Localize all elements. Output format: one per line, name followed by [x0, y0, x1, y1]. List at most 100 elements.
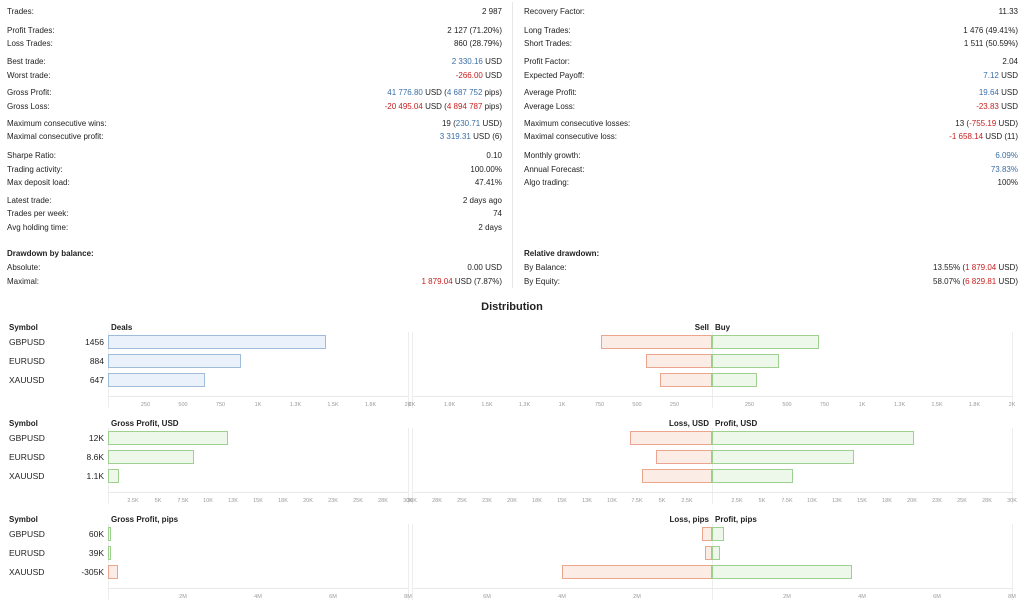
grid-line: [1012, 332, 1013, 408]
row-value-label: 884: [89, 356, 104, 366]
stat-row-expected-payoff: Expected Payoff: 7.12 USD: [524, 70, 1018, 82]
stat-value-part: USD: [998, 71, 1018, 80]
grid-line: [408, 332, 409, 408]
right-chart-header-negative: Loss, pips: [669, 515, 709, 524]
stat-row-avg-holding-time: Avg holding time: 2 days: [7, 222, 502, 234]
stat-value: -20 495.04 USD (4 894 787 pips): [385, 101, 502, 113]
left-bar: [108, 527, 111, 541]
right-axis-tick-positive: 30K: [1007, 498, 1017, 504]
stat-row-long-trades: Long Trades: 1 476 (49.41%): [524, 25, 1018, 37]
stat-value: 860 (28.79%): [453, 39, 502, 48]
stat-value: 1 511 (50.59%): [963, 39, 1018, 48]
left-axis-tick: 250: [140, 402, 151, 408]
right-axis-tick-negative: 2.5K: [681, 498, 693, 504]
stat-value: 47.41%: [474, 178, 502, 187]
right-axis-tick-negative: 18K: [532, 498, 542, 504]
stat-value-part: 1 879.04: [421, 277, 453, 286]
row-symbol: EURUSD: [9, 356, 45, 366]
right-axis-tick-positive: 2M: [783, 594, 791, 600]
distribution-title: Distribution: [481, 301, 543, 313]
stat-value-part: USD (11): [983, 132, 1018, 141]
stat-label: Maximum consecutive wins:: [7, 119, 107, 128]
stat-value-part: USD): [996, 119, 1018, 128]
right-axis-tick-positive: 250: [744, 402, 755, 408]
stats-right-column: Recovery Factor: 11.33 Long Trades: 1 476 (…: [524, 0, 1018, 290]
left-axis-tick: 10K: [203, 498, 213, 504]
stat-value: 73.83%: [991, 164, 1018, 176]
left-bar: [108, 469, 119, 483]
positive-bar: [712, 565, 852, 579]
stat-value-part: USD): [480, 119, 502, 128]
right-chart-header-negative: Loss, USD: [668, 419, 709, 428]
stat-row-recovery-factor: Recovery Factor: 11.33: [524, 6, 1018, 18]
stat-value-part: pips): [482, 88, 502, 97]
negative-bar: [562, 565, 712, 579]
right-axis-tick-negative: 30K: [407, 498, 417, 504]
stat-value-part: -266.00: [455, 71, 483, 80]
stat-value: 41 776.80 USD (4 687 752 pips): [387, 87, 502, 99]
stat-label: Best trade:: [7, 57, 46, 66]
stat-row-maximum-consecutive-losses: Maximum consecutive losses: 13 (-755.19 U…: [524, 118, 1018, 130]
right-axis-tick-negative: 25K: [457, 498, 467, 504]
stat-row-sharpe-ratio: Sharpe Ratio: 0.10: [7, 150, 502, 162]
stat-value-part: USD (6): [470, 132, 502, 141]
left-axis-tick: 30K: [403, 498, 413, 504]
stat-value: 2 127 (71.20%): [447, 26, 502, 35]
right-axis-tick-positive: 20K: [907, 498, 917, 504]
right-axis-tick-positive: 10K: [807, 498, 817, 504]
right-axis-tick-negative: 2K: [408, 402, 416, 408]
stat-value: 6.09%: [995, 150, 1018, 162]
stat-value-part: 6 829.81: [965, 277, 997, 286]
left-axis-tick: 20K: [303, 498, 313, 504]
left-axis-tick: 500: [178, 402, 188, 408]
stat-value: 1 476 (49.41%): [963, 26, 1018, 35]
trading-stats: Trades: 2 987 Profit Trades: 2 127 (71.20%)…: [0, 0, 1024, 290]
right-axis-tick-positive: 1.8K: [968, 402, 981, 408]
right-axis-tick-positive: 7.5K: [781, 498, 793, 504]
row-symbol: GBPUSD: [9, 433, 45, 443]
row-value-label: 60K: [88, 529, 104, 539]
left-axis-tick: 23K: [328, 498, 338, 504]
left-axis-tick: 13K: [228, 498, 238, 504]
positive-bar: [712, 469, 793, 483]
right-axis-tick-positive: 500: [782, 402, 792, 408]
stat-row-trades: Trades: 2 987: [7, 6, 502, 18]
stat-value-part: 41 776.80: [387, 88, 423, 97]
stat-label: Average Loss:: [524, 102, 575, 111]
symbol-header: Symbol: [9, 323, 38, 332]
left-axis-tick: 1.5K: [327, 402, 339, 408]
left-axis-tick: 6M: [329, 594, 337, 600]
stat-row-drawdown-by-balance: Drawdown by balance:: [7, 248, 502, 260]
right-chart-header-positive: Profit, pips: [715, 515, 757, 524]
negative-bar: [630, 431, 712, 445]
right-axis-line: [412, 492, 1012, 493]
stat-value: 1 879.04 USD (7.87%): [422, 276, 503, 288]
stat-label: Gross Loss:: [7, 102, 50, 111]
row-symbol: GBPUSD: [9, 337, 45, 347]
stat-label: Trading activity:: [7, 165, 63, 174]
stat-row-maximal-consecutive-profit: Maximal consecutive profit: 3 319.31 USD …: [7, 131, 502, 143]
stat-value: 13.55% (1 879.04 USD): [933, 262, 1018, 274]
stat-value-part: 230.71: [455, 119, 481, 128]
row-value-label: 39K: [88, 548, 104, 558]
right-axis-tick-negative: 5K: [658, 498, 666, 504]
stat-value: 2.04: [1002, 57, 1018, 66]
stat-label: Monthly growth:: [524, 151, 581, 160]
stat-label: By Balance:: [524, 263, 567, 272]
stat-value-part: USD: [998, 88, 1018, 97]
stats-left-column: Trades: 2 987 Profit Trades: 2 127 (71.20%)…: [7, 0, 502, 290]
stat-value: 0.00 USD: [467, 263, 502, 272]
grid-line: [408, 524, 409, 600]
stat-label: Trades per week:: [7, 209, 69, 218]
stat-label: Relative drawdown:: [524, 249, 600, 258]
grid-line: [712, 332, 713, 408]
stat-row-average-profit: Average Profit: 19.64 USD: [524, 87, 1018, 99]
symbol-header: Symbol: [9, 419, 38, 428]
right-axis-tick-positive: 750: [819, 402, 830, 408]
stat-row-trading-activity: Trading activity: 100.00%: [7, 164, 502, 176]
right-axis-tick-positive: 15K: [857, 498, 867, 504]
stat-label: Annual Forecast:: [524, 165, 585, 174]
negative-bar: [702, 527, 712, 541]
stats-divider: [512, 2, 513, 288]
row-symbol: XAUUSD: [9, 375, 45, 385]
